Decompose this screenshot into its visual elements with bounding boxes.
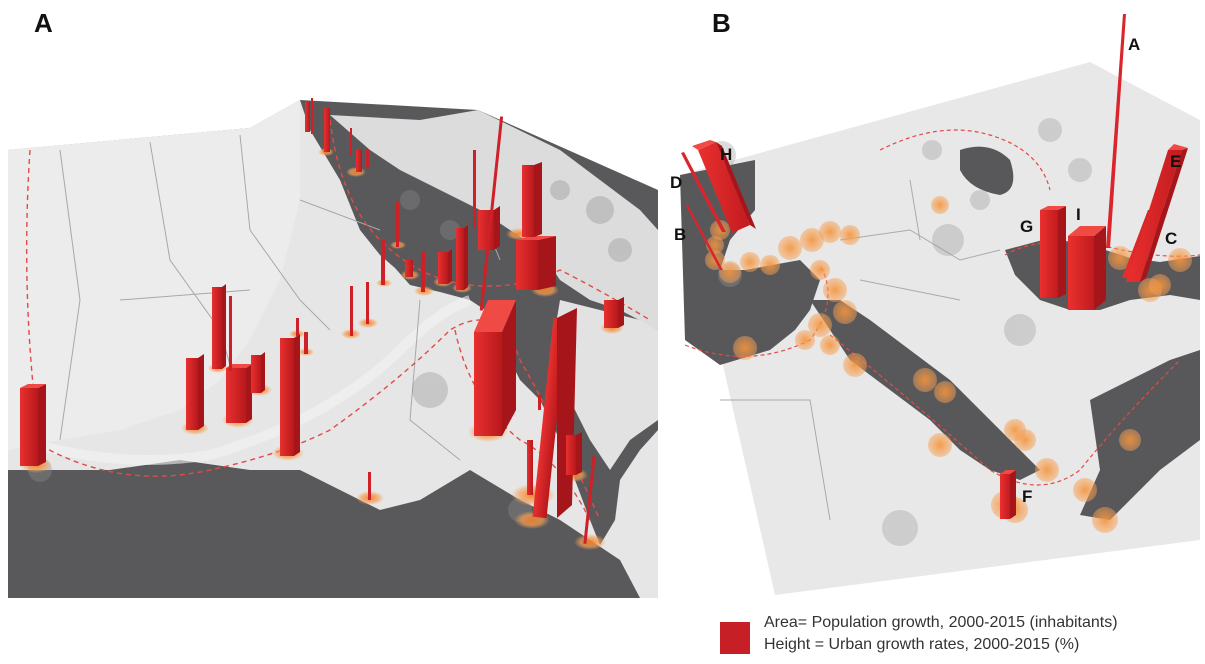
panel-label-b: B xyxy=(712,8,731,38)
bar-a-8 xyxy=(296,318,299,336)
bar-a-24 xyxy=(522,162,542,237)
bar-a-7 xyxy=(280,334,300,456)
city-label-b: B xyxy=(674,225,686,244)
bar-a-29 xyxy=(583,456,596,544)
land-sahara-south xyxy=(8,100,300,450)
city-bars-b xyxy=(681,14,1188,519)
bar-a-17 xyxy=(438,249,452,284)
bar-a-11 xyxy=(366,282,369,324)
bar-a-18 xyxy=(456,225,468,290)
city-label-d: D xyxy=(670,173,682,192)
bar-a-5 xyxy=(229,296,232,371)
city-label-a: A xyxy=(1128,35,1140,54)
bar-a-32 xyxy=(324,108,330,152)
bar-a-33 xyxy=(350,128,369,172)
map-panel-b: A B C D E F G H I xyxy=(670,14,1201,595)
city-label-g: G xyxy=(1020,217,1033,236)
bar-b-h xyxy=(692,140,756,233)
city-label-c: C xyxy=(1165,229,1177,248)
bar-a-6 xyxy=(251,352,265,393)
bar-b-b xyxy=(686,205,723,270)
bar-a-19 xyxy=(473,150,476,228)
city-bars-a xyxy=(20,98,624,544)
bar-a-30 xyxy=(604,297,624,328)
sea-arabian xyxy=(1080,350,1200,520)
legend: Area= Population growth, 2000-2015 (inha… xyxy=(720,612,1190,660)
legend-height-label: Height = Urban growth rates, 2000-2015 (… xyxy=(764,636,1080,653)
bar-a-1 xyxy=(20,384,46,466)
map-plane-b xyxy=(680,62,1200,595)
city-labels-b: A B C D E F G H I xyxy=(670,35,1181,506)
bar-a-13 xyxy=(381,240,385,285)
legend-bar-swatch xyxy=(720,622,750,654)
bar-b-f xyxy=(1000,470,1016,519)
land-europe-strip xyxy=(330,110,658,330)
legend-area-label: Area= Population growth, 2000-2015 (inha… xyxy=(764,614,1118,631)
bar-a-31 xyxy=(305,98,313,134)
city-label-h: H xyxy=(720,145,732,164)
bar-a-9 xyxy=(304,332,308,354)
bar-a-12 xyxy=(368,472,371,500)
city-label-e: E xyxy=(1170,152,1181,171)
bar-a-10 xyxy=(350,286,353,336)
bar-b-a xyxy=(1106,14,1126,248)
bar-a-2 xyxy=(186,354,204,430)
bar-a-28 xyxy=(566,432,582,475)
bar-a-22 xyxy=(479,116,504,311)
bar-a-26 xyxy=(538,395,541,410)
bar-a-16 xyxy=(421,252,425,292)
bar-a-4 xyxy=(226,364,252,423)
city-halos-b xyxy=(705,196,1192,533)
city-label-f: F xyxy=(1022,487,1032,506)
city-label-i: I xyxy=(1076,205,1081,224)
country-borders-b xyxy=(720,179,1001,521)
sea-caspian xyxy=(960,146,1014,195)
bar-b-g xyxy=(1040,206,1066,298)
bar-b-d xyxy=(681,152,726,232)
bar-b-e xyxy=(1126,144,1188,282)
bar-a-15 xyxy=(405,260,413,277)
bar-a-25 xyxy=(527,440,533,495)
bar-a-3 xyxy=(212,284,226,369)
bar-a-21 xyxy=(474,300,516,436)
map-panel-a xyxy=(8,98,658,598)
bar-a-14 xyxy=(396,202,399,247)
bar-b-i xyxy=(1068,226,1106,310)
panel-label-a: A xyxy=(34,8,53,38)
land-arabia xyxy=(550,300,658,470)
bar-a-23 xyxy=(516,236,556,290)
